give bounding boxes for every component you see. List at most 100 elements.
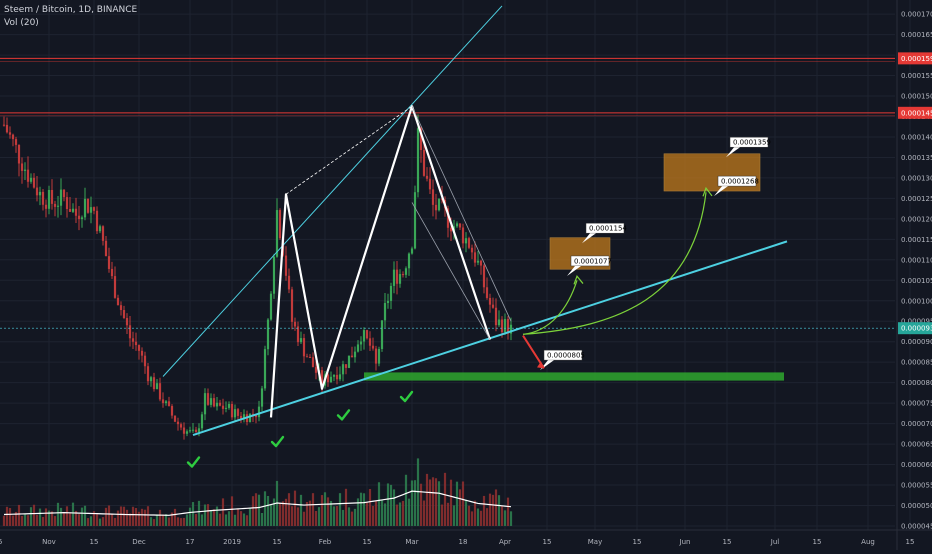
candle-body (428, 178, 432, 190)
volume-bar (251, 496, 255, 526)
candle-body (107, 256, 111, 269)
candle-body (491, 304, 495, 308)
candle-body (425, 175, 429, 179)
candle-body (11, 134, 15, 140)
volume-bar (104, 507, 108, 526)
volume-bar (287, 493, 291, 526)
volume-bar (74, 510, 78, 526)
volume-bar (413, 480, 417, 526)
volume-bar (113, 517, 117, 526)
y-tick-label: 0.0001250 (901, 195, 932, 203)
candle-body (173, 415, 177, 422)
volume-bar (101, 517, 105, 526)
candle-body (155, 383, 159, 390)
volume-bar (92, 511, 96, 526)
candle-body (275, 210, 279, 257)
volume-bar (155, 514, 159, 526)
candle-body (419, 128, 423, 151)
candle-body (38, 191, 42, 196)
candle-body (251, 413, 255, 415)
target2-low-label-text: 0.0001268 (721, 178, 759, 186)
target1-low-label-text: 0.0001077 (574, 257, 612, 265)
volume-bar (230, 496, 234, 526)
candle-body (239, 415, 243, 419)
x-tick-label: May (588, 538, 602, 546)
volume-bar (161, 514, 165, 526)
volume-indicator-label[interactable]: Vol (20) (4, 18, 39, 28)
target1-high-label-pointer (582, 233, 596, 244)
chart-legend: Steem / Bitcoin, 1D, BINANCE Vol (20) (4, 4, 137, 30)
candle-body (353, 351, 357, 358)
candle-body (227, 404, 231, 408)
volume-bar (11, 515, 15, 526)
symbol-title[interactable]: Steem / Bitcoin, 1D, BINANCE (4, 5, 138, 15)
y-tick-label: 0.0000450 (901, 522, 932, 530)
candle-body (485, 287, 489, 298)
x-tick-label: 15 (0, 538, 2, 546)
x-tick-label: 15 (633, 538, 642, 546)
candle-body (488, 297, 492, 305)
volume-bar (116, 510, 120, 526)
volume-bar (485, 508, 489, 526)
volume-bar (368, 488, 372, 526)
volume-bar (467, 505, 471, 526)
candle-body (329, 376, 333, 383)
volume-bar (401, 500, 405, 526)
candle-body (233, 409, 237, 418)
candle-body (197, 428, 201, 433)
volume-bar (221, 498, 225, 526)
candle-body (119, 305, 123, 311)
pattern-dashed-line (285, 105, 413, 195)
volume-bar (89, 516, 93, 526)
candle-body (395, 269, 399, 284)
candle-body (23, 169, 27, 171)
volume-bar (95, 514, 99, 526)
volume-bar (110, 513, 114, 526)
candle-body (83, 198, 87, 218)
check-mark-icon (336, 409, 351, 421)
volume-bar (419, 483, 423, 526)
candle-body (179, 424, 183, 428)
volume-bar (107, 505, 111, 526)
candle-body (47, 189, 51, 209)
volume-bar (26, 515, 30, 526)
candle-body (446, 208, 450, 228)
candle-body (410, 248, 414, 254)
candle-body (464, 238, 468, 244)
volume-bar (65, 506, 69, 526)
volume-bar (377, 482, 381, 526)
volume-bar (47, 510, 51, 526)
candle-body (416, 128, 420, 193)
volume-bar (5, 506, 9, 526)
candle-body (2, 124, 6, 126)
candle-body (137, 345, 141, 351)
volume-bar (452, 505, 456, 526)
y-tick-label: 0.0001400 (901, 133, 932, 141)
volume-bar (98, 518, 102, 526)
resistance-price-badge (898, 106, 932, 119)
volume-bar (269, 504, 273, 526)
volume-bar (29, 507, 33, 526)
volume-bar (458, 489, 462, 526)
candle-body (32, 177, 36, 188)
candle-body (98, 226, 102, 232)
candle-body (422, 150, 426, 176)
volume-bar (476, 508, 480, 526)
volume-bar (167, 517, 171, 526)
volume-bar (473, 500, 477, 526)
x-tick-label: 15 (813, 538, 822, 546)
candle-body (308, 356, 312, 358)
candle-body (17, 144, 21, 164)
volume-bar (56, 502, 60, 526)
candle-body (434, 204, 438, 211)
volume-bar (335, 505, 339, 526)
wedge-line (411, 106, 512, 322)
candle-body (122, 310, 126, 319)
candle-body (404, 268, 408, 275)
candle-body (365, 330, 369, 339)
volume-ma-line (3, 490, 512, 516)
volume-bar (218, 513, 222, 526)
